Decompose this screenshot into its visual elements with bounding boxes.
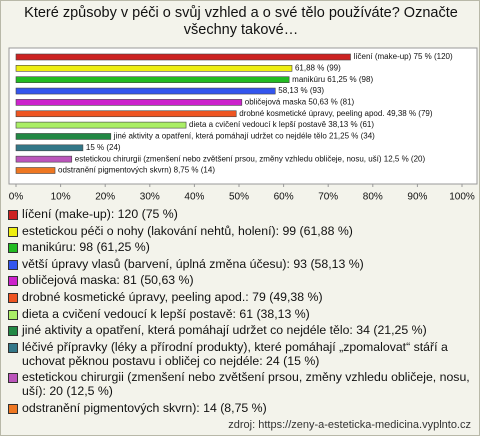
x-tick-label: 20% (95, 192, 115, 203)
legend-swatch (8, 259, 18, 270)
legend-label: manikúru: 98 (61,25 %) (22, 240, 150, 255)
legend-label: větší úpravy vlasů (barvení, úplná změna… (22, 256, 364, 271)
bar (15, 76, 290, 83)
bar (15, 53, 351, 61)
legend-label: estetickou péči o nohy (lakování nehtů, … (22, 223, 353, 238)
legend-swatch (8, 309, 18, 320)
x-tick-label: 90% (407, 192, 427, 203)
x-tick-label: 100% (449, 192, 475, 203)
x-tick-label: 80% (363, 192, 383, 203)
legend-label: dieta a cvičení vedoucí k lepší postavě:… (22, 306, 310, 321)
bar (15, 167, 56, 174)
legend-label: líčení (make-up): 120 (75 %) (22, 207, 178, 221)
legend-item: obličejová maska: 81 (50,63 %) (8, 273, 474, 287)
legend-item: drobné kosmetické úpravy, peeling apod.:… (8, 290, 474, 304)
x-tick-label: 0% (9, 192, 24, 203)
x-tick-label: 60% (274, 192, 294, 203)
x-tick-label: 70% (318, 192, 338, 203)
bar (15, 110, 237, 118)
x-tick-label: 50% (229, 192, 249, 203)
legend-item: léčivé přípravky (léky a přírodní produk… (8, 340, 474, 368)
legend-swatch (8, 373, 18, 384)
legend-item: jiné aktivity a opatření, která pomáhají… (8, 323, 474, 337)
legend-item: estetickou péči o nohy (lakování nehtů, … (8, 224, 474, 238)
value-label: manikúru 61,25 % (98) (292, 75, 373, 84)
legend-label: estetickou chirurgii (zmenšení nebo zvět… (22, 370, 470, 399)
bar (15, 87, 276, 95)
legend-swatch (8, 210, 18, 220)
value-label: estetickou chirurgii (zmenšení nebo zvět… (75, 154, 426, 163)
x-tick-label: 30% (140, 192, 160, 203)
legend-swatch (8, 292, 18, 303)
bar (15, 133, 112, 140)
legend-swatch (8, 326, 18, 337)
x-tick-label: 10% (51, 192, 71, 203)
chart: 0% 10% 20% 30% 40% 50% 60% 70% 80% 90% 100% líčení … (8, 47, 478, 203)
bar (15, 121, 187, 129)
value-label: odstranění pigmentových skvrn) 8,75 % (1… (58, 166, 215, 175)
bar (15, 65, 293, 72)
value-label: dieta a cvičení vedoucí k lepší postavě … (189, 120, 374, 129)
legend-label: obličejová maska: 81 (50,63 %) (22, 273, 194, 288)
value-label: 15 % (24) (86, 143, 121, 152)
legend-item: dieta a cvičení vedoucí k lepší postavě:… (8, 307, 474, 321)
legend-item: odstranění pigmentových skvrn): 14 (8,75… (8, 401, 474, 415)
chart-title: Které způsoby v péči o svůj vzhled a o s… (24, 5, 458, 38)
x-tick-label: 40% (184, 192, 204, 203)
value-label: 58,13 % (93) (278, 86, 324, 95)
legend-swatch (8, 342, 18, 353)
value-label: líčení (make-up) 75 % (120) (354, 52, 453, 61)
legend: líčení (make-up): 120 (75 %) estetickou p… (8, 207, 474, 418)
legend-label: léčivé přípravky (léky a přírodní produk… (22, 339, 448, 368)
legend-item: větší úpravy vlasů (barvení, úplná změna… (8, 257, 474, 271)
legend-swatch (8, 403, 18, 414)
source: zdroj: https://zeny-a-esteticka-medicina… (228, 419, 471, 431)
bar (15, 155, 73, 163)
value-label: drobné kosmetické úpravy, peeling apod. … (239, 109, 433, 118)
bar (15, 99, 243, 106)
legend-item: manikúru: 98 (61,25 %) (8, 240, 474, 254)
legend-item: líčení (make-up): 120 (75 %) (8, 207, 474, 221)
legend-item: estetickou chirurgii (zmenšení nebo zvět… (8, 370, 474, 398)
value-label: jiné aktivity a opatření, která pomáhají… (113, 132, 375, 141)
legend-swatch (8, 243, 18, 254)
legend-swatch (8, 226, 18, 237)
legend-swatch (8, 276, 18, 287)
legend-label: jiné aktivity a opatření, která pomáhají… (22, 323, 427, 338)
legend-label: odstranění pigmentových skvrn): 14 (8,75… (22, 400, 267, 415)
legend-label: drobné kosmetické úpravy, peeling apod.:… (22, 289, 323, 304)
bar (15, 144, 84, 152)
value-label: 61,88 % (99) (295, 63, 341, 72)
value-label: obličejová maska 50,63 % (81) (245, 98, 355, 107)
